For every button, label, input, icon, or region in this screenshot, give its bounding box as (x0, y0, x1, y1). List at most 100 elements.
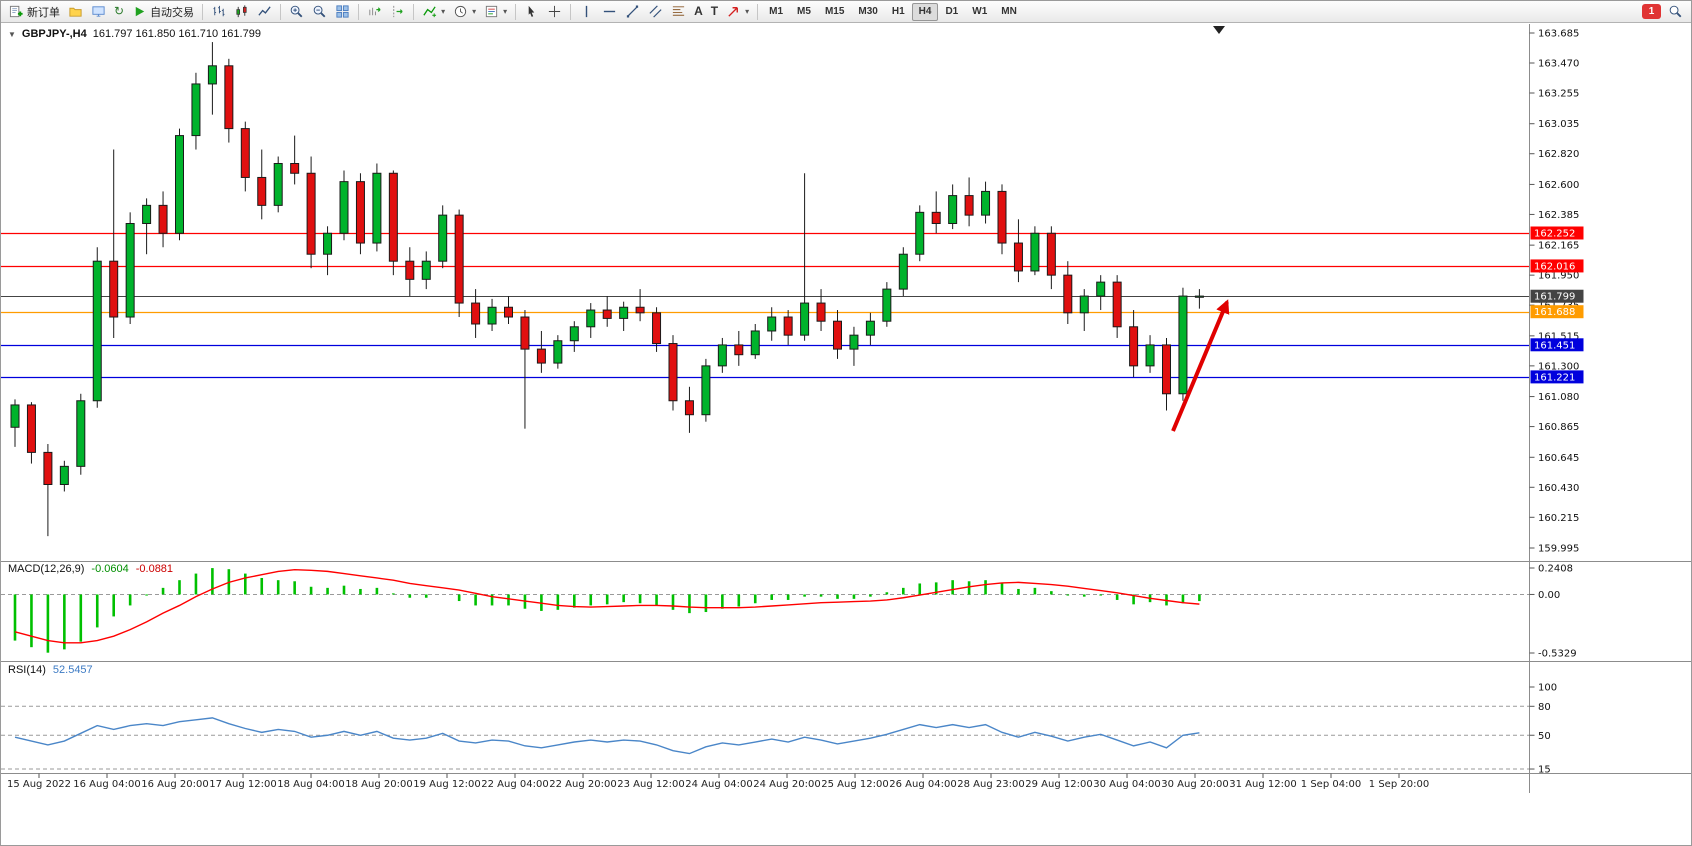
autotrade-button[interactable]: 自动交易 (128, 2, 198, 21)
timeframe-m1-button[interactable]: M1 (762, 3, 790, 21)
candle-body (59, 465, 69, 485)
candle-body (92, 260, 102, 402)
new-order-button[interactable]: 新订单 (5, 2, 64, 21)
time-axis-label: 15 Aug 2022 (7, 779, 71, 790)
candle-body (981, 190, 991, 216)
timeframe-m30-button[interactable]: M30 (851, 3, 884, 21)
timeframe-h4-button[interactable]: H4 (911, 2, 939, 21)
candle-body (915, 211, 925, 255)
market-watch-button[interactable] (87, 2, 110, 21)
candle-body (898, 253, 908, 290)
timeframe-m15-button[interactable]: M15 (818, 3, 851, 21)
toolbar-separator (515, 3, 517, 20)
channel-icon (649, 5, 662, 18)
vertical-line-icon (585, 5, 588, 18)
candle-body (586, 309, 596, 328)
chart-shift-icon (393, 5, 403, 18)
chart-expander-icon[interactable]: ▼ (8, 29, 16, 39)
candle-body (1145, 344, 1155, 367)
macd-signal-value: -0.0881 (135, 563, 174, 575)
cursor-tool-button[interactable] (520, 2, 543, 21)
search-icon[interactable] (1668, 4, 1683, 19)
chart-line-mode-button[interactable] (253, 2, 276, 21)
price-badge-label: 162.016 (1534, 261, 1575, 272)
candle-body (290, 162, 300, 174)
candle-body (668, 343, 678, 402)
clock-icon (454, 5, 467, 18)
time-axis-label: 30 Aug 04:00 (1093, 779, 1160, 790)
chart-shift-button[interactable] (386, 2, 409, 21)
arrows-tool-button[interactable]: ▾ (722, 2, 753, 21)
timeframe-w1-button[interactable]: W1 (965, 3, 994, 21)
line-chart-icon (258, 6, 271, 16)
candle-body (734, 344, 744, 356)
price-tick-label: 163.685 (1538, 29, 1579, 40)
price-badge (1530, 305, 1584, 319)
horizontal-line-tool-button[interactable] (598, 2, 621, 21)
time-axis-label: 19 Aug 12:00 (413, 779, 480, 790)
fibonacci-tool-button[interactable] (667, 2, 690, 21)
dropdown-caret-icon: ▾ (503, 7, 508, 16)
candle-body (635, 306, 645, 314)
indicators-button[interactable]: ▾ (418, 2, 449, 21)
candle-body (767, 316, 777, 332)
text-tool-button[interactable]: A (690, 2, 707, 21)
time-axis-label: 29 Aug 12:00 (1025, 779, 1092, 790)
zoom-in-icon (290, 5, 303, 18)
candle-body (175, 135, 184, 234)
price-tick-label: 162.385 (1538, 210, 1579, 221)
candle-body (931, 211, 941, 225)
profiles-button[interactable] (64, 2, 87, 21)
crosshair-tool-button[interactable] (543, 2, 566, 21)
auto-scroll-button[interactable] (363, 2, 386, 21)
price-badge (1530, 370, 1584, 384)
timeframe-d1-button[interactable]: D1 (938, 3, 965, 21)
candle-body (849, 334, 859, 350)
trendline-tool-button[interactable] (621, 2, 644, 21)
toolbar: 新订单 ↻ 自动交易 (1, 1, 1691, 23)
candle-body (717, 344, 727, 367)
monitor-icon (92, 6, 105, 17)
toolbar-separator (757, 3, 759, 20)
label-tool-button[interactable]: T (707, 2, 722, 21)
price-tick-label: 161.950 (1538, 271, 1579, 282)
candle-body (257, 176, 267, 206)
price-badge (1530, 289, 1584, 303)
dropdown-caret-icon: ▾ (441, 7, 446, 16)
chart-bars-mode-button[interactable] (207, 2, 230, 21)
templates-button[interactable]: ▾ (480, 2, 511, 21)
candle-body (26, 404, 36, 453)
periods-button[interactable]: ▾ (449, 2, 480, 21)
trend-arrow-annotation[interactable] (1171, 299, 1230, 432)
price-badge-label: 161.799 (1534, 292, 1575, 303)
candle-body (1129, 326, 1139, 367)
time-axis-label: 28 Aug 23:00 (957, 779, 1024, 790)
candle-body (536, 348, 546, 364)
chart-shift-marker[interactable] (1213, 26, 1225, 34)
channel-tool-button[interactable] (644, 2, 667, 21)
candle-body (1063, 274, 1073, 314)
chart-candles-mode-button[interactable] (230, 2, 253, 21)
candle-body (997, 190, 1007, 244)
timeframe-mn-button[interactable]: MN (994, 3, 1024, 21)
toolbar-separator (280, 3, 282, 20)
zoom-in-button[interactable] (285, 2, 308, 21)
time-axis-label: 1 Sep 20:00 (1369, 779, 1429, 790)
vertical-line-tool-button[interactable] (575, 2, 598, 21)
candle-body (388, 172, 398, 262)
rsi-tick-label: 50 (1538, 731, 1551, 742)
autotrade-play-icon (135, 6, 145, 17)
price-tick-label: 162.820 (1538, 149, 1579, 160)
timeframe-h1-button[interactable]: H1 (885, 3, 912, 21)
candle-body (438, 214, 448, 262)
candle-body (109, 260, 119, 318)
refresh-button[interactable]: ↻ (110, 2, 128, 21)
candle-body (1194, 295, 1204, 298)
price-tick-label: 160.865 (1538, 422, 1579, 433)
zoom-out-button[interactable] (308, 2, 331, 21)
trendline-icon (626, 5, 639, 18)
notification-badge[interactable]: 1 (1642, 4, 1661, 19)
tile-windows-button[interactable] (331, 2, 354, 21)
timeframe-m5-button[interactable]: M5 (790, 3, 818, 21)
